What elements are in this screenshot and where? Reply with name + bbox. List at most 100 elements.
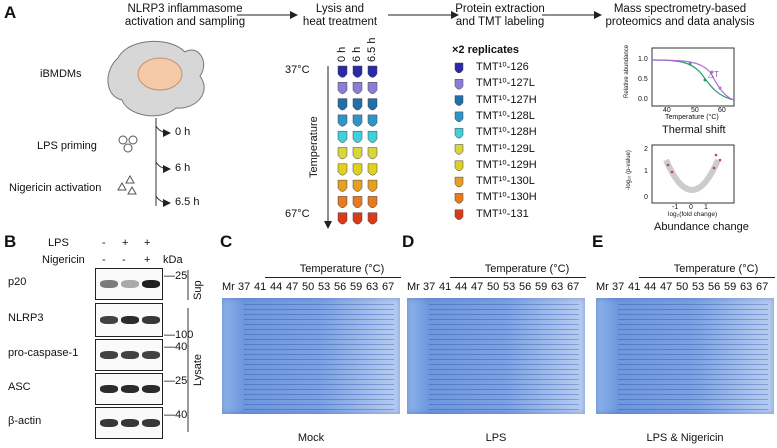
gel-lane-label: 63: [551, 281, 564, 293]
heat-tube: [352, 212, 363, 225]
nigericin-icon: [117, 174, 137, 195]
heat-tube: [337, 163, 348, 176]
gel-lane-label: 44: [644, 281, 657, 293]
blot-brackets: [187, 270, 189, 432]
gel-temp-title: Temperature (°C): [484, 263, 570, 275]
gel-band: [244, 399, 394, 400]
kda-marker: —40: [164, 341, 188, 353]
gel-lane-label: 67: [567, 281, 580, 293]
gel-lane-label: 44: [270, 281, 283, 293]
gel-band: [429, 344, 579, 345]
gel-band: [244, 304, 394, 305]
gel-lane-label: Mr: [596, 281, 609, 293]
tmt-tube: [454, 127, 464, 139]
gel-lane-label: Mr: [222, 281, 235, 293]
gel-caption: LPS & Nigericin: [646, 432, 724, 444]
gel-title-rule: [639, 277, 775, 278]
gel-band: [244, 334, 394, 335]
blot-band: [121, 419, 139, 427]
cond-nigericin: Nigericin: [42, 254, 85, 266]
macrophage-cell-icon: [107, 40, 205, 117]
heat-tube: [352, 147, 363, 160]
thermal-xtick-50: 50: [691, 107, 699, 114]
tmt-label: TMT¹⁰-128H: [476, 126, 537, 139]
gel-band: [244, 389, 394, 390]
thermal-ytick-1: 1.0: [638, 56, 648, 63]
gel-band: [429, 324, 579, 325]
blot-row: [95, 268, 163, 300]
gel-band: [429, 329, 579, 330]
volcano-xtick-1: 1: [704, 204, 708, 211]
gel-band: [244, 394, 394, 395]
blot-row-label: p20: [8, 276, 27, 288]
gel-band: [429, 349, 579, 350]
nigericin-label: Nigericin activation: [9, 182, 102, 194]
blot-band: [121, 316, 139, 324]
gel-lane-label: 56: [334, 281, 347, 293]
gel-band: [244, 409, 394, 410]
gel-band: [244, 309, 394, 310]
thermal-ylabel: Relative abundance: [624, 44, 630, 98]
blot-band: [100, 316, 118, 324]
gel-lane-label: 53: [318, 281, 331, 293]
gel-lane-label: 41: [628, 281, 641, 293]
gel-lane-label: 37: [238, 281, 251, 293]
gel-band: [244, 349, 394, 350]
gel-band: [618, 349, 768, 350]
gel-lane-label: 63: [366, 281, 379, 293]
gel-band: [618, 334, 768, 335]
heat-tube: [352, 179, 363, 192]
heat-tube: [337, 147, 348, 160]
gel-band: [618, 384, 768, 385]
gel-band: [618, 364, 768, 365]
kda-marker: —100: [164, 329, 194, 341]
blot-band: [100, 419, 118, 427]
heat-tube: [337, 179, 348, 192]
gel-band: [429, 304, 579, 305]
gel-band: [618, 404, 768, 405]
blot-band: [121, 351, 139, 359]
tm-label: △T: [708, 70, 720, 79]
heat-tube: [367, 147, 378, 160]
gel-band: [429, 379, 579, 380]
tmt-label: TMT¹⁰-129H: [476, 158, 537, 171]
nig-lane2: -: [122, 254, 126, 266]
tmt-label: TMT¹⁰-127L: [476, 77, 535, 90]
blot-band: [142, 280, 160, 288]
step-2-header: Lysis and heat treatment: [302, 3, 378, 28]
gel-lane-label: 47: [471, 281, 484, 293]
cond-lps: LPS: [48, 237, 69, 249]
gel-band: [618, 314, 768, 315]
coomassie-gel: [222, 298, 400, 414]
lps-icon: [118, 135, 138, 153]
blot-row: [95, 373, 163, 405]
gel-band: [429, 399, 579, 400]
lps-lane2: +: [122, 237, 129, 249]
gel-band: [618, 394, 768, 395]
gel-band: [618, 389, 768, 390]
gel-band: [244, 364, 394, 365]
kda-label: kDa: [163, 254, 183, 266]
gel-band: [429, 409, 579, 410]
gel-band: [618, 379, 768, 380]
nig-lane1: -: [102, 254, 106, 266]
tmt-label: TMT¹⁰-129L: [476, 142, 535, 155]
lps-lane3: +: [144, 237, 151, 249]
panel-label-b: B: [4, 232, 17, 251]
blot-band: [142, 351, 160, 359]
blot-band: [142, 385, 160, 393]
heat-tube: [337, 82, 348, 95]
gel-band: [618, 304, 768, 305]
gel-band: [429, 334, 579, 335]
tmt-tubes: [454, 62, 464, 220]
volcano-xtick-m1: -1: [672, 204, 679, 211]
gel-band: [244, 319, 394, 320]
gel-title-rule: [450, 277, 586, 278]
heat-tube: [367, 212, 378, 225]
heat-tube: [352, 65, 363, 78]
blot-band: [142, 419, 160, 427]
gel-band: [244, 329, 394, 330]
heat-tube: [352, 196, 363, 209]
gel-lane-label: 59: [724, 281, 737, 293]
blot-row: [95, 303, 163, 337]
